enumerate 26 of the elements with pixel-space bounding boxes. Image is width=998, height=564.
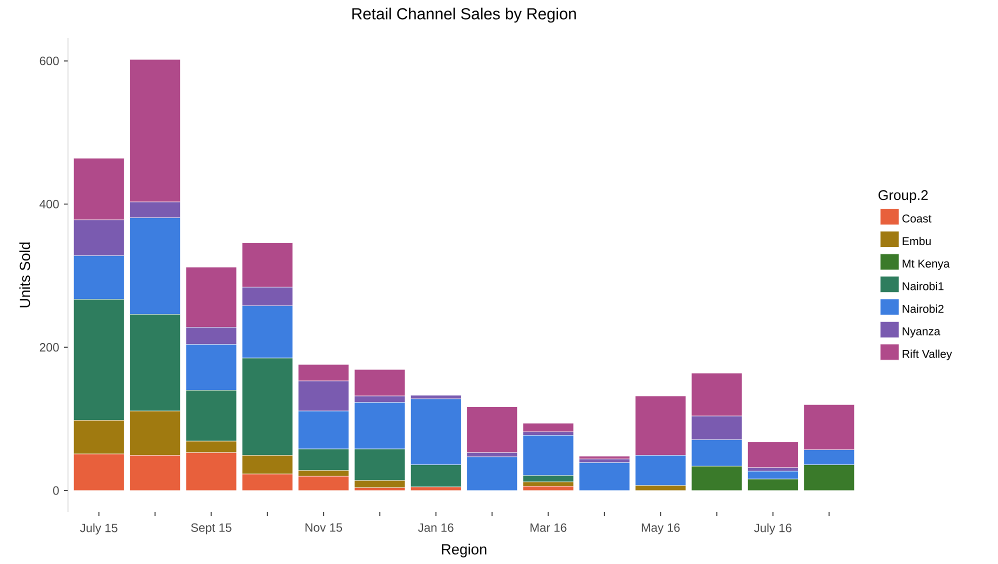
y-tick-label: 400 xyxy=(40,200,59,208)
x-tick-label: Jan 16 xyxy=(418,523,454,532)
legend-label: Nairobi2 xyxy=(902,304,944,313)
legend-label: Nairobi1 xyxy=(902,282,944,290)
bar xyxy=(747,442,798,468)
legend-label: Coast xyxy=(902,214,932,223)
y-axis-title: Units Sold xyxy=(19,242,30,308)
legend-label: Rift Valley xyxy=(902,350,952,360)
legend-label: Embu xyxy=(902,236,931,246)
legend-title: Group.2 xyxy=(878,190,928,203)
bar xyxy=(466,406,518,453)
bar xyxy=(578,462,630,491)
legend-label: Nyanza xyxy=(902,327,940,338)
x-tick-label: Sept 15 xyxy=(191,523,232,534)
x-tick-label: May 16 xyxy=(642,523,680,534)
bar xyxy=(522,423,574,432)
legend-label: Mt Kenya xyxy=(902,260,950,270)
x-axis-title: Region xyxy=(442,544,486,558)
y-tick-label: 0 xyxy=(53,486,59,495)
y-tick-label: 200 xyxy=(40,343,59,352)
x-tick-label: July 15 xyxy=(80,523,118,535)
x-tick-label: Nov 15 xyxy=(306,523,342,532)
y-tick-label: 600 xyxy=(40,56,59,66)
x-tick-label: Mar 16 xyxy=(530,523,566,532)
x-tick-label: July 16 xyxy=(754,523,792,535)
chart-title: Retail Channel Sales by Region xyxy=(352,8,576,23)
